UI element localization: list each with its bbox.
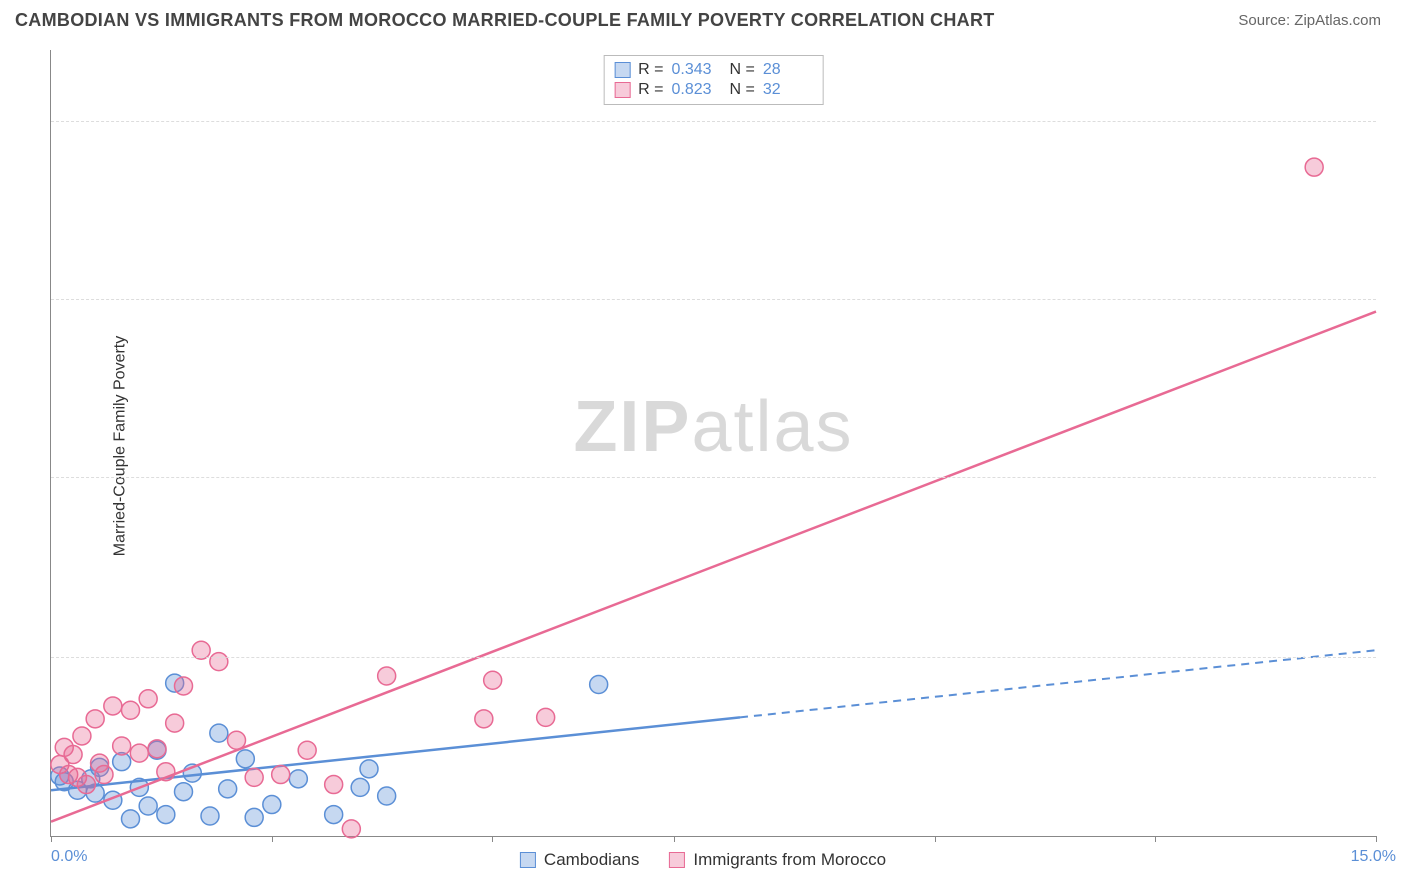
gridline <box>51 121 1376 122</box>
chart-plot-area: ZIPatlas R = 0.343 N = 28 R = 0.823 N = … <box>50 50 1376 837</box>
source-attribution: Source: ZipAtlas.com <box>1238 12 1381 29</box>
series-legend: Cambodians Immigrants from Morocco <box>520 850 886 870</box>
x-tick <box>272 836 273 842</box>
x-axis-min-label: 0.0% <box>51 848 87 866</box>
x-tick <box>935 836 936 842</box>
x-tick <box>674 836 675 842</box>
x-tick <box>51 836 52 842</box>
chart-header: CAMBODIAN VS IMMIGRANTS FROM MOROCCO MAR… <box>0 0 1406 36</box>
x-tick <box>492 836 493 842</box>
swatch-blue-icon <box>520 852 536 868</box>
swatch-pink-icon <box>669 852 685 868</box>
swatch-pink-icon <box>614 82 630 98</box>
x-tick <box>1155 836 1156 842</box>
legend-item-morocco: Immigrants from Morocco <box>669 850 886 870</box>
gridline <box>51 477 1376 478</box>
scatter-plot-svg <box>51 50 1376 836</box>
stats-row-pink: R = 0.823 N = 32 <box>614 80 813 100</box>
gridline <box>51 299 1376 300</box>
gridline <box>51 657 1376 658</box>
swatch-blue-icon <box>614 62 630 78</box>
x-tick <box>1376 836 1377 842</box>
chart-title: CAMBODIAN VS IMMIGRANTS FROM MOROCCO MAR… <box>15 10 995 31</box>
source-link[interactable]: ZipAtlas.com <box>1294 12 1381 29</box>
stats-row-blue: R = 0.343 N = 28 <box>614 60 813 80</box>
legend-item-cambodians: Cambodians <box>520 850 639 870</box>
x-axis-max-label: 15.0% <box>1351 848 1396 866</box>
correlation-stats-legend: R = 0.343 N = 28 R = 0.823 N = 32 <box>603 55 824 105</box>
